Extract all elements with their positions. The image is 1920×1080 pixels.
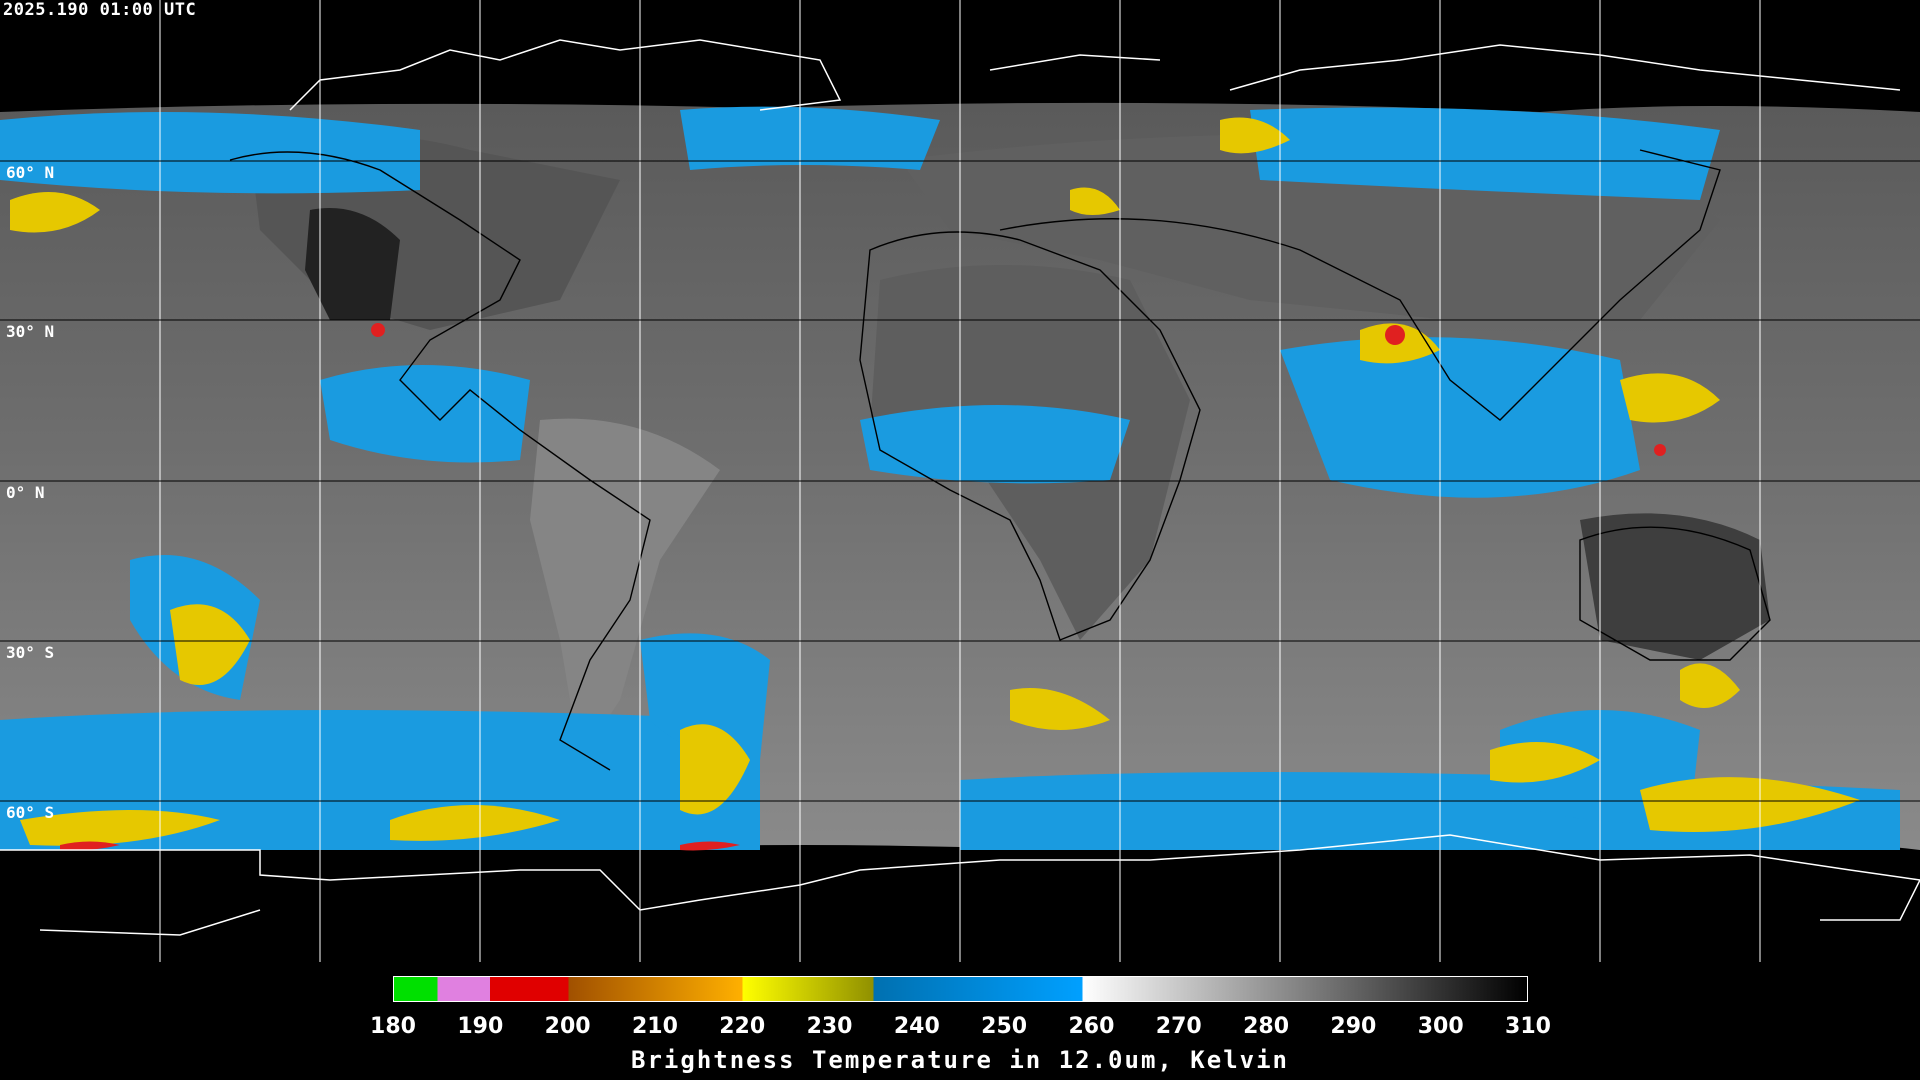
warm-surface-patch: [305, 208, 400, 320]
colorbar-tick-label: 210: [631, 1014, 678, 1039]
colorbar-tick-label: 230: [806, 1014, 853, 1039]
colorbar-tick-label: 310: [1505, 1014, 1551, 1039]
colorbar-tick-label: 250: [981, 1014, 1028, 1039]
colorbar-tick-label: 270: [1155, 1014, 1202, 1039]
colorbar: [393, 976, 1528, 1002]
lat-label-60n: 60° N: [6, 163, 55, 182]
colorbar-tick-label: 290: [1330, 1014, 1377, 1039]
antarctica-coastline: [0, 834, 1920, 936]
satellite-map: [0, 0, 1920, 962]
timestamp: 2025.190 01:00 UTC: [3, 0, 197, 20]
colorbar-tick-label: 190: [457, 1014, 504, 1039]
colorbar-tick-label: 260: [1068, 1014, 1115, 1039]
south-america-land: [530, 418, 720, 760]
colorbar-tick-label: 240: [893, 1014, 940, 1039]
colorbar-title: Brightness Temperature in 12.0um, Kelvin: [631, 1046, 1289, 1074]
colorbar-tick-label: 200: [544, 1014, 591, 1039]
lat-label-60s: 60° S: [6, 803, 55, 822]
colorbar-tick-label: 220: [719, 1014, 766, 1039]
australia-land: [1580, 513, 1770, 660]
lat-label-30s: 30° S: [6, 643, 55, 662]
lat-label-0n: 0° N: [6, 483, 45, 502]
colorbar-tick-label: 300: [1417, 1014, 1464, 1039]
lat-label-30n: 30° N: [6, 322, 55, 341]
colorbar-tick-label: 180: [370, 1014, 416, 1039]
arctic-coastline: [289, 39, 1901, 111]
cloud-coldest-regions: [60, 323, 1666, 851]
colorbar-tick-label: 280: [1243, 1014, 1290, 1039]
coastlines: [229, 149, 1771, 771]
cloud-colder-regions: [10, 117, 1860, 846]
latitude-lines: [0, 160, 1920, 802]
